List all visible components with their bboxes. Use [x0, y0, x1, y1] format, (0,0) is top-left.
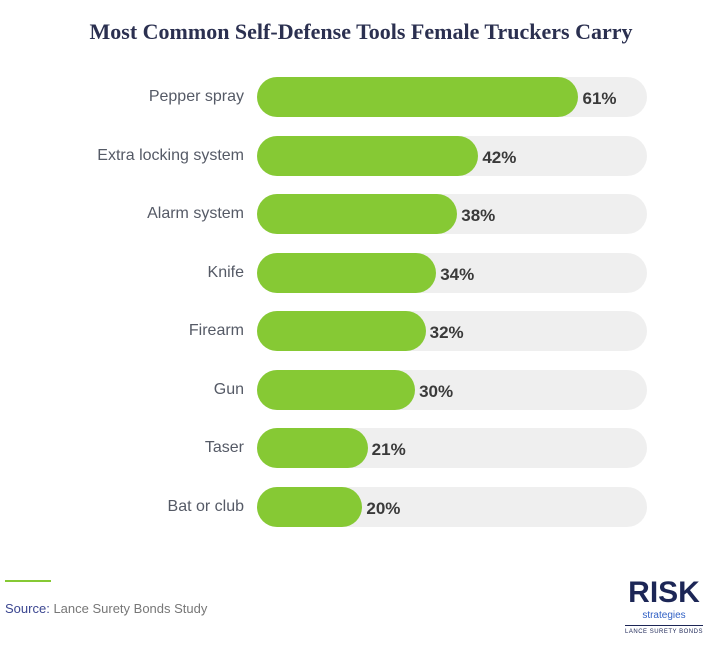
bar-track: [257, 311, 647, 351]
bar-chart: Pepper spray 61% Extra locking system 42% Al…: [97, 77, 647, 527]
bar: [257, 252, 437, 293]
logo-tagline: LANCE SURETY BONDS: [625, 625, 703, 636]
bar-track: [257, 428, 647, 468]
bar: [257, 369, 416, 410]
chart-title: Most Common Self-Defense Tools Female Tr…: [89, 19, 633, 44]
value-label: 30%: [419, 381, 454, 401]
bar: [257, 311, 426, 351]
value-label: 61%: [582, 89, 617, 108]
value-label: 21%: [371, 440, 406, 459]
value-label: 32%: [429, 323, 464, 342]
bar-track: [257, 194, 647, 234]
category-label: Taser: [204, 439, 244, 456]
category-label: Bat or club: [167, 497, 244, 515]
bar: [257, 428, 368, 468]
category-label: Pepper spray: [148, 88, 244, 105]
bar-track: [257, 77, 647, 117]
category-label: Alarm system: [147, 205, 244, 222]
bar-track: [257, 135, 647, 176]
category-label: Firearm: [188, 322, 244, 339]
value-label: 38%: [461, 206, 496, 225]
bar-track: [257, 252, 647, 293]
bar: [257, 194, 458, 234]
divider: [5, 580, 51, 582]
category-label: Extra locking system: [97, 146, 244, 164]
source-note: Source: Lance Surety Bonds Study: [5, 601, 207, 617]
source-label: Source:: [5, 601, 50, 616]
logo-sub: strategies: [642, 610, 686, 621]
value-label: 34%: [440, 264, 475, 284]
bar: [257, 486, 363, 527]
value-label: 20%: [366, 498, 401, 518]
bar: [257, 77, 579, 117]
bar-track: [257, 486, 647, 527]
risk-strategies-logo: RISK strategies LANCE SURETY BONDS: [618, 576, 710, 636]
value-label: 42%: [482, 147, 517, 167]
logo-brand: RISK: [628, 576, 700, 609]
bar-track: [257, 369, 647, 410]
source-text: Lance Surety Bonds Study: [53, 601, 208, 616]
bar: [257, 135, 479, 176]
category-label: Knife: [207, 263, 244, 281]
category-label: Gun: [213, 380, 244, 398]
